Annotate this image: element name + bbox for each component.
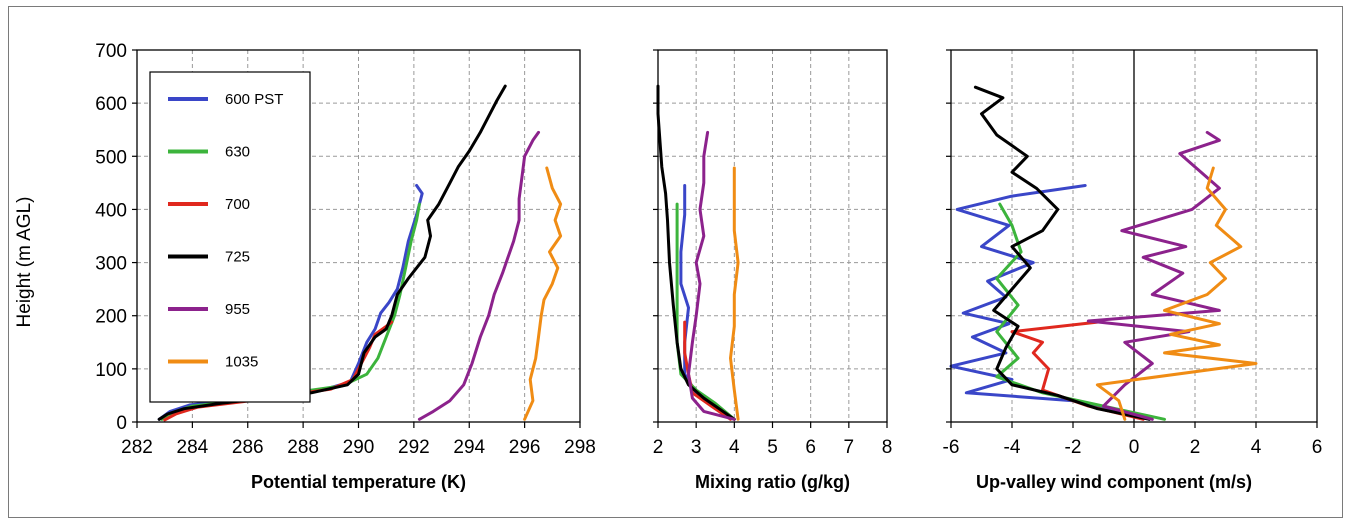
x-tick-label: 296	[509, 437, 541, 458]
series-line-955	[1086, 130, 1221, 421]
series-line-1035	[523, 166, 563, 421]
legend-label: 1035	[225, 354, 258, 371]
x-tick-label: 7	[844, 437, 855, 458]
x-tick-label: 290	[343, 437, 375, 458]
series-line-725	[656, 84, 736, 421]
x-tick-label: 288	[287, 437, 319, 458]
legend-label: 700	[225, 196, 250, 213]
series-line-725	[973, 85, 1151, 421]
y-tick-label: 500	[95, 147, 127, 168]
series-line-600-pst	[949, 184, 1151, 421]
figure-frame	[8, 6, 1343, 518]
x-tick-label: 284	[177, 437, 209, 458]
x-tick-label: 3	[691, 437, 702, 458]
x-tick-label: 294	[453, 437, 485, 458]
series-line-700	[1010, 320, 1145, 421]
series-line-955	[417, 130, 540, 421]
x-tick-label: 2	[1190, 437, 1201, 458]
legend-box	[149, 71, 311, 403]
x-tick-label: -6	[943, 437, 960, 458]
x-tick-label: 5	[767, 437, 778, 458]
series-line-700	[683, 320, 732, 421]
y-tick-label: 300	[95, 254, 127, 275]
legend-label: 600 PST	[225, 91, 283, 108]
y-tick-label: 200	[95, 307, 127, 328]
panel-mixing-ratio: 2 3 4 5 6 7 8 Mixing ratio (g/kg)	[653, 49, 893, 492]
legend-label: 955	[225, 301, 250, 318]
legend-label: 725	[225, 249, 250, 266]
x-tick-label: 8	[882, 437, 893, 458]
x-tick-label: 2	[653, 437, 664, 458]
x-tick-label: 6	[805, 437, 816, 458]
y-tick-label: 0	[116, 413, 127, 434]
x-tick-label: 298	[564, 437, 596, 458]
x-tick-label: 292	[398, 437, 430, 458]
series-line-1035	[1095, 166, 1258, 421]
x-axis-label: Up-valley wind component (m/s)	[976, 472, 1252, 492]
series-line-630	[675, 202, 736, 421]
y-tick-label: 100	[95, 360, 127, 381]
x-tick-label: 282	[121, 437, 153, 458]
x-tick-label: 0	[1129, 437, 1140, 458]
legend-label: 630	[225, 144, 250, 161]
x-tick-label: -4	[1004, 437, 1021, 458]
x-tick-label: -2	[1065, 437, 1082, 458]
x-tick-label: 4	[1251, 437, 1262, 458]
x-axis-label: Mixing ratio (g/kg)	[695, 472, 850, 492]
series-line-1035	[729, 166, 740, 421]
x-tick-label: 4	[729, 437, 740, 458]
x-tick-label: 6	[1312, 437, 1323, 458]
y-axis-label: Height (m AGL)	[14, 197, 35, 328]
x-axis-label: Potential temperature (K)	[251, 472, 466, 492]
series-line-955	[687, 130, 736, 421]
legend: 600 PST 630 700 725 955 1035	[149, 71, 311, 403]
y-tick-label: 700	[95, 41, 127, 62]
y-tick-label: 400	[95, 200, 127, 221]
y-tick-label: 600	[95, 94, 127, 115]
panel-up-valley-wind: -6 -4 -2 0 2 4 6 Up-valley wind component (m/s)	[943, 49, 1323, 492]
x-tick-label: 286	[232, 437, 264, 458]
